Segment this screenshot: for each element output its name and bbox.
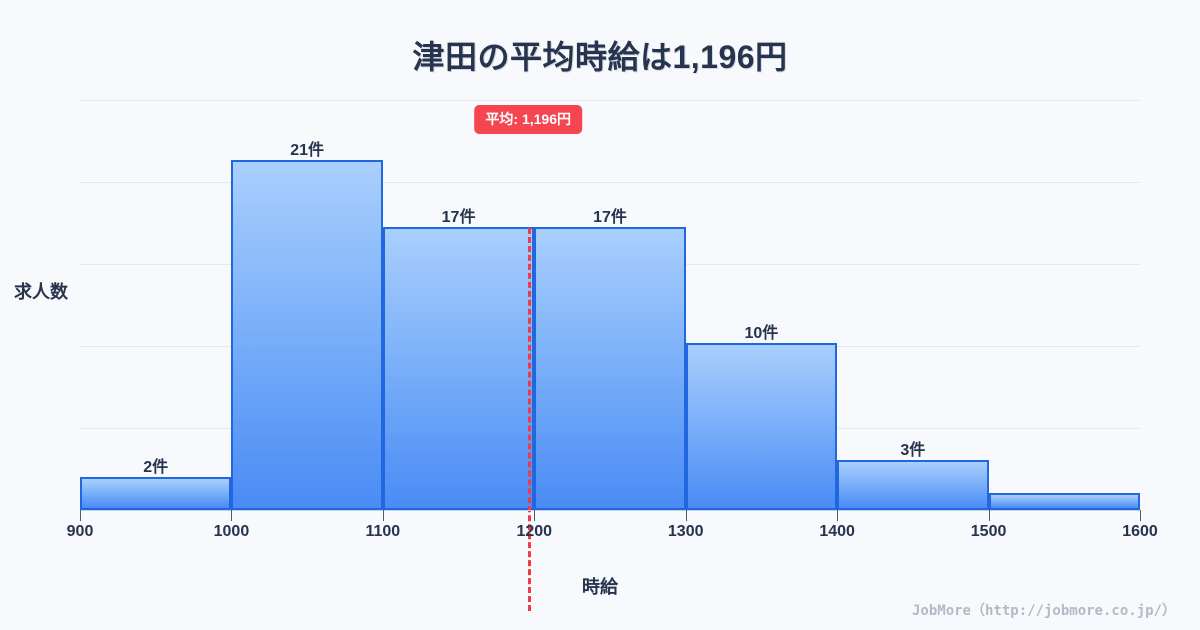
bar-value-label: 17件 <box>441 208 476 226</box>
x-axis-tick-label: 1000 <box>213 523 250 540</box>
histogram-bar <box>382 226 535 510</box>
x-axis-tick-label: 900 <box>66 523 94 540</box>
histogram-bar <box>80 476 232 510</box>
bar-value-label: 2件 <box>143 458 169 476</box>
mean-badge: 平均: 1,196円 <box>474 105 583 134</box>
x-axis-tick-mark <box>1140 510 1141 521</box>
bar-value-label: 21件 <box>290 142 325 159</box>
plot-area <box>80 100 1140 611</box>
x-axis-tick-label: 1600 <box>1122 523 1158 540</box>
x-axis-title: 時給 <box>582 577 618 597</box>
x-axis-tick-mark <box>534 510 536 521</box>
histogram-bar <box>534 226 686 510</box>
bar-value-label: 10件 <box>744 325 779 343</box>
gridline <box>80 100 1140 101</box>
histogram-bar <box>685 343 838 510</box>
mean-line <box>528 228 532 611</box>
x-axis-tick-label: 1400 <box>819 523 855 540</box>
histogram-bar <box>988 493 1140 510</box>
x-axis-tick-label: 1200 <box>516 523 553 540</box>
x-axis-tick-mark <box>837 510 839 521</box>
histogram-bar <box>231 160 383 510</box>
x-axis-tick-mark <box>231 510 233 521</box>
footer-credit: JobMore（http://jobmore.co.jp/） <box>911 603 1176 619</box>
x-axis-tick-label: 1300 <box>667 523 704 540</box>
bar-value-label: 3件 <box>900 442 926 459</box>
histogram-bar <box>837 460 989 510</box>
x-axis-tick-label: 1500 <box>970 523 1007 540</box>
x-axis-tick-mark <box>80 510 81 521</box>
chart-title: 津田の平均時給は1,196円 <box>412 39 788 75</box>
x-axis-line <box>80 510 1140 511</box>
x-axis-tick-mark <box>685 510 687 521</box>
y-axis-title: 求人数 <box>14 282 68 302</box>
x-axis-tick-label: 1100 <box>365 523 401 540</box>
gridline <box>80 182 1140 183</box>
x-axis-tick-mark <box>988 510 990 521</box>
x-axis-tick-mark <box>382 510 384 521</box>
bar-value-label: 17件 <box>593 208 627 226</box>
